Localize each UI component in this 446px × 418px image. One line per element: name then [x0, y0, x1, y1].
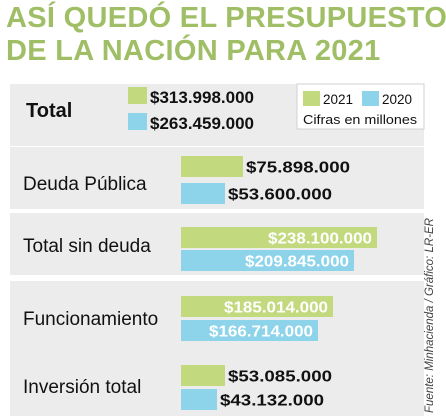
bar	[181, 250, 354, 271]
bar	[181, 156, 243, 177]
data-label: $53.085.000	[228, 369, 332, 386]
data-label: $313.998.000	[150, 89, 254, 107]
data-label: $75.898.000	[246, 160, 350, 177]
category-label: Total	[26, 100, 72, 122]
bar	[181, 365, 225, 386]
legend-label: 2020	[382, 92, 412, 107]
data-label: $238.100.000	[268, 231, 372, 248]
total-2021-marker	[128, 87, 147, 104]
bar	[181, 296, 333, 317]
data-label: $43.132.000	[220, 393, 324, 410]
row-panel	[10, 281, 424, 357]
bar	[181, 183, 225, 204]
bar	[181, 320, 318, 341]
legend-swatch-2020	[362, 91, 379, 106]
data-label: $185.014.000	[224, 300, 328, 317]
data-label: $263.459.000	[150, 115, 254, 133]
category-label: Funcionamiento	[23, 309, 158, 330]
data-label: $209.845.000	[245, 254, 349, 271]
source-note: Fuente: Minhacienda / Gráfico: LR-ER	[424, 218, 436, 413]
category-label: Inversión total	[23, 377, 141, 398]
legend-swatch-2021	[303, 91, 320, 106]
data-label: $53.600.000	[228, 187, 332, 204]
legend-label: 2021	[323, 92, 353, 107]
category-label: Deuda Pública	[23, 174, 147, 195]
title-line-1: ASÍ QUEDÓ EL PRESUPUESTO	[6, 2, 446, 34]
chart-title: ASÍ QUEDÓ EL PRESUPUESTO DE LA NACIÓN PA…	[6, 2, 446, 68]
bar	[181, 227, 377, 248]
total-2020-marker	[128, 113, 147, 130]
data-label: $166.714.000	[209, 324, 313, 341]
bar	[181, 389, 217, 410]
title-line-2: DE LA NACIÓN PARA 2021	[6, 35, 381, 67]
category-label: Total sin deuda	[23, 236, 151, 257]
legend-note: Cifras en millones	[303, 113, 417, 127]
